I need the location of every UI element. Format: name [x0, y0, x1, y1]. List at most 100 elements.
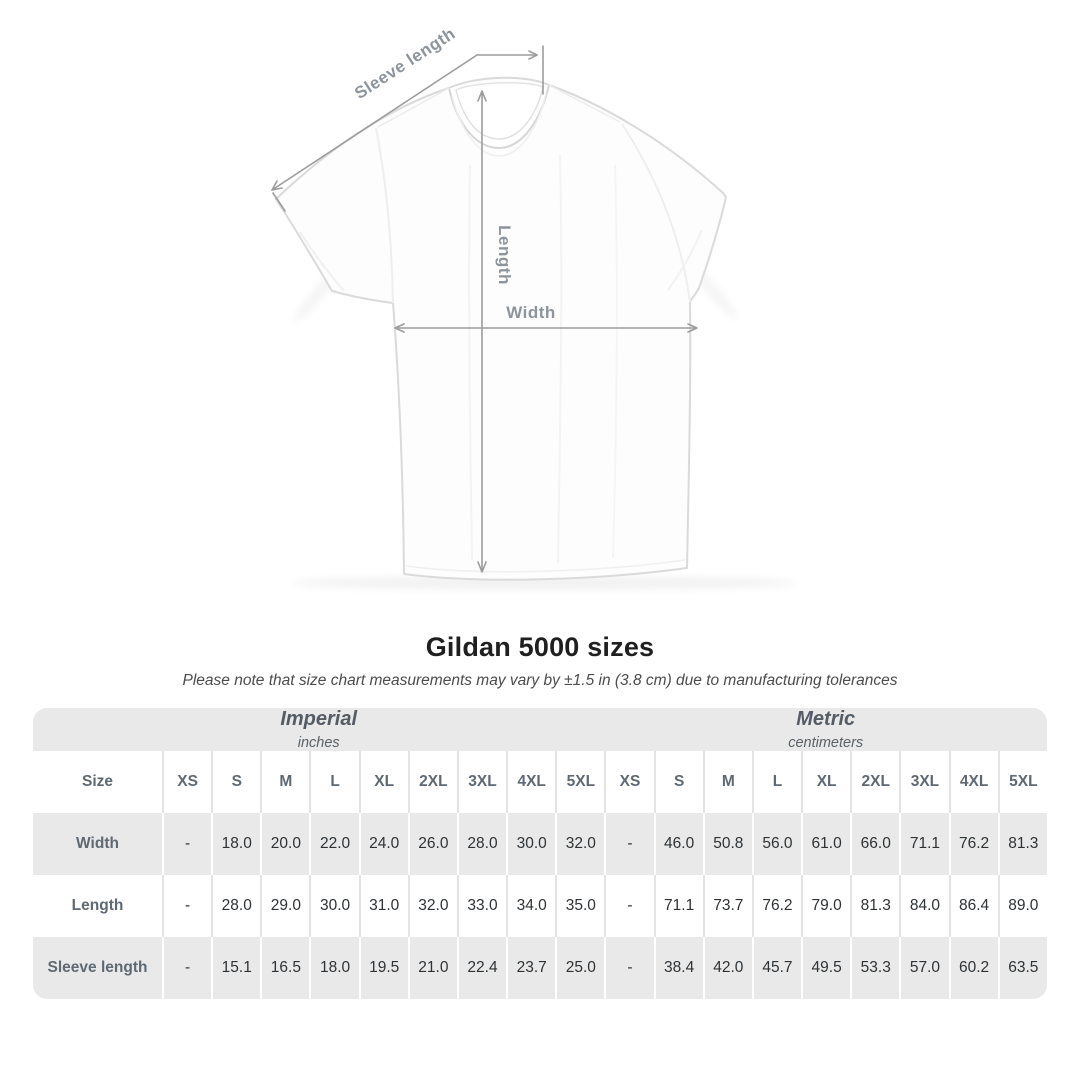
table-cell: 20.0 [260, 813, 310, 875]
table-cell: 30.0 [309, 875, 359, 937]
length-label: Length [495, 225, 514, 285]
table-cell: 21.0 [407, 937, 457, 999]
size-header-metric-s: S [653, 751, 703, 813]
table-cell: 76.2 [751, 875, 802, 937]
table-cell: 32.0 [555, 813, 605, 875]
size-header-row: Size XS S M L XL 2XL 3XL 4XL 5XL XS S M … [33, 751, 1047, 813]
size-header-metric-2xl: 2XL [850, 751, 900, 813]
size-header-imperial-3xl: 3XL [456, 751, 507, 813]
table-cell: 29.0 [260, 875, 310, 937]
table-cell: 89.0 [997, 875, 1047, 937]
table-cell: 16.5 [260, 937, 310, 999]
table-cell: 79.0 [801, 875, 851, 937]
table-cell: 18.0 [211, 813, 261, 875]
table-cell: 25.0 [555, 937, 605, 999]
table-cell: 31.0 [358, 875, 408, 937]
size-header-imperial-m: M [260, 751, 310, 813]
table-cell: 28.0 [456, 813, 507, 875]
table-cell: 56.0 [751, 813, 802, 875]
table-cell: 86.4 [948, 875, 998, 937]
metric-group-header: Metric centimeters [604, 708, 1047, 751]
unit-band-row: Imperial inches Metric centimeters [33, 708, 1047, 751]
table-cell: 15.1 [211, 937, 261, 999]
table-cell: 23.7 [506, 937, 556, 999]
table-cell: 24.0 [358, 813, 408, 875]
size-header-metric-xl: XL [801, 751, 851, 813]
metric-title: Metric [796, 708, 856, 730]
imperial-group-header: Imperial inches [33, 708, 605, 751]
table-row-length: Length - 28.0 29.0 30.0 31.0 32.0 33.0 3… [33, 875, 1047, 937]
table-cell: 61.0 [801, 813, 851, 875]
shirt-illustration: Sleeve length Length Width [271, 24, 800, 590]
table-cell: 71.1 [653, 875, 703, 937]
width-arrow [394, 323, 698, 333]
size-table-wrap: Imperial inches Metric centimeters Size … [33, 708, 1047, 999]
size-header-imperial-5xl: 5XL [555, 751, 605, 813]
table-cell: - [162, 875, 212, 937]
table-cell: 49.5 [801, 937, 851, 999]
table-cell: - [162, 813, 212, 875]
table-cell: 57.0 [899, 937, 949, 999]
table-row-width: Width - 18.0 20.0 22.0 24.0 26.0 28.0 30… [33, 813, 1047, 875]
table-cell: 33.0 [456, 875, 507, 937]
table-cell: 38.4 [653, 937, 703, 999]
size-header-imperial-4xl: 4XL [506, 751, 556, 813]
table-row-sleeve-length: Sleeve length - 15.1 16.5 18.0 19.5 21.0… [33, 937, 1047, 999]
table-cell: 45.7 [751, 937, 802, 999]
table-cell: - [162, 937, 212, 999]
table-cell: 19.5 [358, 937, 408, 999]
shirt-measurement-diagram: Sleeve length Length Width [271, 24, 800, 590]
width-label: Width [506, 303, 556, 322]
page-subtitle: Please note that size chart measurements… [182, 672, 898, 689]
table-cell: 26.0 [407, 813, 457, 875]
table-cell: 22.0 [309, 813, 359, 875]
table-cell: - [604, 875, 654, 937]
table-cell: 28.0 [211, 875, 261, 937]
size-header-imperial-s: S [211, 751, 261, 813]
table-cell: 34.0 [506, 875, 556, 937]
size-header-metric-3xl: 3XL [899, 751, 949, 813]
imperial-unit: inches [297, 735, 340, 751]
size-column-label: Size [33, 751, 162, 813]
table-cell: 35.0 [555, 875, 605, 937]
size-header-metric-4xl: 4XL [948, 751, 998, 813]
table-cell: 73.7 [702, 875, 752, 937]
size-header-metric-5xl: 5XL [997, 751, 1047, 813]
table-cell: 81.3 [997, 813, 1047, 875]
size-header-imperial-l: L [309, 751, 359, 813]
size-header-imperial-xs: XS [162, 751, 212, 813]
title-block: Gildan 5000 sizes Please note that size … [0, 632, 1080, 690]
table-cell: 22.4 [456, 937, 507, 999]
table-cell: 76.2 [948, 813, 998, 875]
table-cell: 42.0 [702, 937, 752, 999]
size-header-metric-m: M [702, 751, 752, 813]
table-cell: - [604, 813, 654, 875]
size-chart-table: Imperial inches Metric centimeters Size … [33, 708, 1047, 999]
table-cell: 63.5 [997, 937, 1047, 999]
table-cell: 66.0 [850, 813, 900, 875]
table-cell: 60.2 [948, 937, 998, 999]
size-header-metric-l: L [751, 751, 802, 813]
sleeve-length-arrow [271, 45, 544, 212]
size-header-metric-xs: XS [604, 751, 654, 813]
table-cell: 71.1 [899, 813, 949, 875]
imperial-title: Imperial [280, 708, 358, 730]
size-header-imperial-xl: XL [358, 751, 408, 813]
table-cell: 18.0 [309, 937, 359, 999]
table-cell: 50.8 [702, 813, 752, 875]
page-title: Gildan 5000 sizes [425, 632, 655, 662]
table-cell: 81.3 [850, 875, 900, 937]
table-cell: 84.0 [899, 875, 949, 937]
length-arrow [477, 90, 487, 573]
table-cell: 53.3 [850, 937, 900, 999]
table-cell: 32.0 [407, 875, 457, 937]
row-label: Sleeve length [33, 937, 162, 999]
metric-unit: centimeters [788, 735, 864, 751]
table-cell: 46.0 [653, 813, 703, 875]
row-label: Width [33, 813, 162, 875]
table-cell: - [604, 937, 654, 999]
size-header-imperial-2xl: 2XL [407, 751, 457, 813]
table-cell: 30.0 [506, 813, 556, 875]
row-label: Length [33, 875, 162, 937]
